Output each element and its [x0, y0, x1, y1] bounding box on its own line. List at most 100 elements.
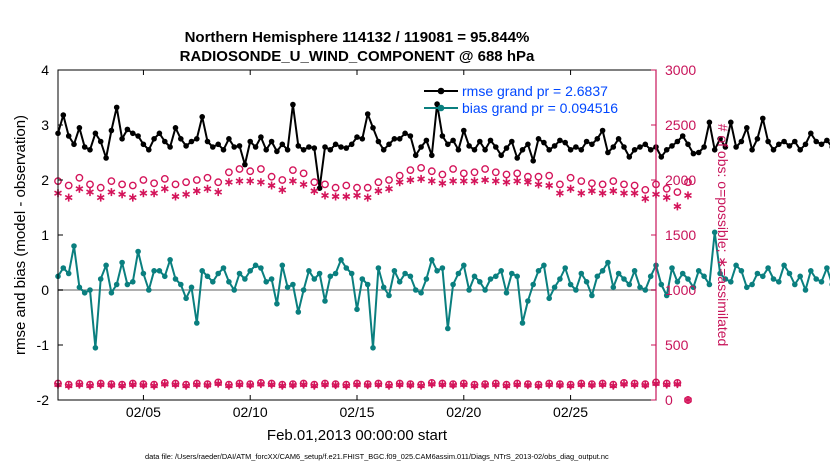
- y-axis-label: rmse and bias (model - observation): [12, 115, 29, 355]
- bias-point: [632, 268, 638, 274]
- rmse-point: [397, 136, 403, 142]
- y-tick-label: 0: [41, 282, 49, 298]
- footer-data-file: data file: /Users/raeder/DAI/ATM_forcXX/…: [145, 452, 609, 461]
- rmse-point: [776, 142, 782, 148]
- rmse-point: [333, 142, 339, 148]
- y-right-tick-label: 3000: [665, 62, 696, 78]
- rmse-point: [546, 147, 552, 153]
- rmse-point: [82, 144, 88, 150]
- bias-point: [242, 276, 248, 282]
- rmse-point: [210, 144, 216, 150]
- rmse-point: [536, 136, 542, 142]
- bias-point: [146, 287, 152, 293]
- bias-point: [354, 307, 360, 313]
- bias-point: [803, 287, 809, 293]
- rmse-point: [749, 147, 755, 153]
- rmse-point: [781, 139, 787, 145]
- rmse-point: [616, 136, 622, 142]
- y-tick-label: 4: [41, 62, 49, 78]
- bias-point: [312, 276, 318, 282]
- plot-background: [58, 70, 656, 400]
- bias-point: [611, 285, 617, 291]
- bias-point: [189, 285, 195, 291]
- rmse-point: [530, 158, 536, 164]
- bias-point: [466, 287, 472, 293]
- rmse-point: [386, 142, 392, 148]
- rmse-point: [605, 150, 611, 156]
- rmse-point: [664, 147, 670, 153]
- bias-point: [707, 282, 713, 288]
- bias-point: [376, 265, 382, 271]
- rmse-point: [557, 138, 563, 144]
- y-right-tick-label: 2000: [665, 172, 696, 188]
- rmse-point: [205, 139, 211, 145]
- bias-point: [568, 282, 574, 288]
- assimilated-obs-point: [674, 202, 681, 210]
- bias-point: [760, 274, 766, 280]
- rmse-point: [584, 139, 590, 145]
- bias-point: [237, 271, 243, 277]
- rmse-point: [258, 134, 264, 140]
- rmse-point: [429, 153, 435, 159]
- bias-point: [301, 287, 307, 293]
- rmse-point: [504, 145, 510, 151]
- bias-point: [263, 279, 269, 285]
- rmse-point: [701, 144, 707, 150]
- rmse-point: [456, 147, 462, 153]
- bias-point: [627, 282, 633, 288]
- rmse-point: [269, 139, 275, 145]
- bias-point: [696, 268, 702, 274]
- rmse-point: [819, 142, 825, 148]
- y-tick-label: 3: [41, 117, 49, 133]
- rmse-point: [61, 112, 67, 118]
- rmse-point: [418, 144, 424, 150]
- bias-point: [215, 271, 221, 277]
- bias-point: [205, 274, 211, 280]
- rmse-point: [440, 133, 446, 139]
- bias-point: [429, 257, 435, 263]
- bias-point: [440, 265, 446, 271]
- rmse-point: [461, 128, 467, 134]
- bias-point: [194, 320, 200, 326]
- bias-point: [498, 268, 504, 274]
- bias-point: [135, 249, 141, 255]
- rmse-point: [792, 139, 798, 145]
- rmse-point: [680, 133, 686, 139]
- bias-point: [648, 274, 654, 280]
- bias-point: [824, 265, 830, 271]
- assimilated-obs-point: [663, 194, 670, 202]
- bias-point: [162, 274, 168, 280]
- bias-point: [125, 282, 131, 288]
- bias-point: [450, 282, 456, 288]
- bias-point: [141, 271, 147, 277]
- rmse-point: [744, 125, 750, 131]
- bias-point: [520, 320, 526, 326]
- bias-point: [274, 301, 280, 307]
- bias-point: [749, 282, 755, 288]
- bias-point: [579, 271, 585, 277]
- rmse-point: [627, 154, 633, 160]
- rmse-point: [813, 139, 819, 145]
- bias-point: [643, 287, 649, 293]
- bias-point: [61, 265, 67, 271]
- rmse-point: [402, 131, 408, 137]
- chart-subtitle: RADIOSONDE_U_WIND_COMPONENT @ 688 hPa: [180, 48, 535, 65]
- rmse-point: [691, 151, 697, 157]
- rmse-point: [87, 147, 93, 153]
- bias-point: [151, 268, 157, 274]
- y-tick-label: 2: [41, 172, 49, 188]
- rmse-point: [514, 155, 520, 161]
- rmse-point: [675, 139, 681, 145]
- bias-point: [514, 274, 520, 280]
- rmse-point: [178, 136, 184, 142]
- rmse-point: [301, 147, 307, 153]
- bias-point: [659, 282, 665, 288]
- bias-point: [739, 268, 745, 274]
- rmse-point: [803, 142, 809, 148]
- bias-point: [792, 282, 798, 288]
- rmse-point: [125, 127, 131, 133]
- rmse-point: [338, 144, 344, 150]
- y-right-tick-label: 1500: [665, 227, 696, 243]
- chart-title: Northern Hemisphere 114132 / 119081 = 95…: [185, 29, 530, 46]
